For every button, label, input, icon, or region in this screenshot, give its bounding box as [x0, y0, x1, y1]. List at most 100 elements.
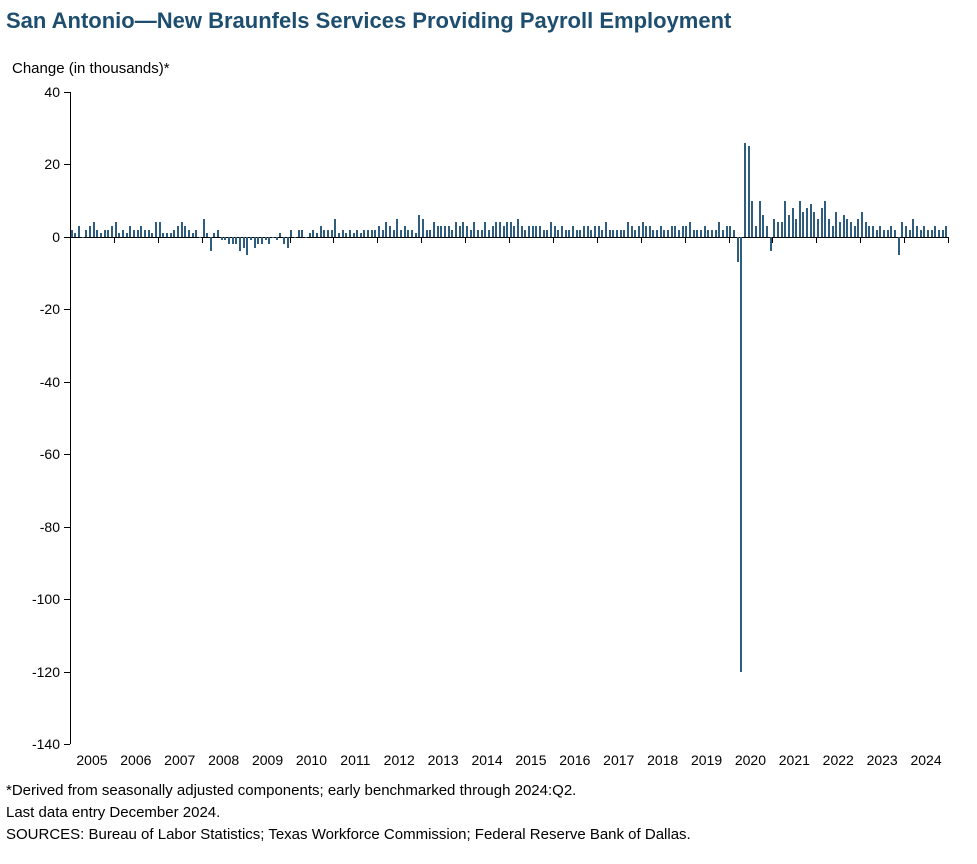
bar [396, 219, 398, 237]
bar [579, 230, 581, 237]
x-tick-label: 2024 [904, 752, 948, 768]
x-tick [377, 237, 378, 243]
bar [660, 226, 662, 237]
bar [810, 204, 812, 237]
bar [594, 226, 596, 237]
bar [422, 219, 424, 237]
bar [473, 222, 475, 236]
bar [484, 222, 486, 236]
bar [488, 230, 490, 237]
bar [535, 226, 537, 237]
footnote-1: *Derived from seasonally adjusted compon… [6, 780, 576, 802]
bar [294, 237, 296, 238]
x-tick-label: 2013 [421, 752, 465, 768]
bar [909, 230, 911, 237]
bar [426, 230, 428, 237]
bar [517, 219, 519, 237]
y-tick-label: -120 [10, 664, 60, 680]
x-tick-label: 2007 [158, 752, 202, 768]
bar [711, 230, 713, 237]
bar [832, 226, 834, 237]
bar [455, 222, 457, 236]
bar [298, 230, 300, 237]
bar [784, 201, 786, 237]
bar [82, 237, 84, 238]
bar [206, 233, 208, 237]
bar [415, 233, 417, 237]
bar [462, 222, 464, 236]
bar [707, 230, 709, 237]
x-tick [729, 237, 730, 243]
bar [188, 230, 190, 237]
bar [583, 226, 585, 237]
bar [166, 233, 168, 237]
bar [122, 230, 124, 237]
bar [367, 230, 369, 237]
bar [89, 226, 91, 237]
bar [349, 230, 351, 237]
bar [887, 230, 889, 237]
bar [338, 233, 340, 237]
bar [144, 230, 146, 237]
bar [107, 230, 109, 237]
x-tick-label: 2008 [202, 752, 246, 768]
x-tick [202, 237, 203, 243]
x-tick-label: 2018 [641, 752, 685, 768]
bar [78, 226, 80, 237]
bar [565, 230, 567, 237]
bar [312, 230, 314, 237]
bar [232, 237, 234, 244]
x-tick [641, 237, 642, 243]
bar [470, 230, 472, 237]
x-tick-label: 2015 [509, 752, 553, 768]
bar [184, 226, 186, 237]
bar [726, 226, 728, 237]
bar [846, 219, 848, 237]
x-tick-label: 2016 [553, 752, 597, 768]
y-tick-label: -20 [10, 301, 60, 317]
chart-title: San Antonio—New Braunfels Services Provi… [6, 8, 731, 34]
bar [781, 222, 783, 236]
x-tick-label: 2019 [685, 752, 729, 768]
bar [356, 230, 358, 237]
bar [912, 219, 914, 237]
x-tick [685, 237, 686, 243]
bar [140, 226, 142, 237]
bar [100, 233, 102, 237]
x-tick [70, 237, 71, 243]
footnote-2: Last data entry December 2024. [6, 802, 220, 824]
bar [524, 230, 526, 237]
footnote-3: SOURCES: Bureau of Labor Statistics; Tex… [6, 824, 691, 846]
bar [795, 219, 797, 237]
bar [572, 226, 574, 237]
bar [722, 230, 724, 237]
x-tick [290, 237, 291, 243]
y-axis-title: Change (in thousands)* [12, 60, 170, 77]
x-tick [509, 237, 510, 243]
bar [492, 226, 494, 237]
bar [177, 226, 179, 237]
bar [821, 208, 823, 237]
bar [923, 226, 925, 237]
bar [663, 230, 665, 237]
bar [129, 226, 131, 237]
bar [115, 222, 117, 236]
bar [459, 226, 461, 237]
bar [85, 230, 87, 237]
bar [931, 230, 933, 237]
bar [612, 230, 614, 237]
y-tick [64, 599, 70, 600]
bar [393, 230, 395, 237]
bar [418, 215, 420, 237]
bar [656, 230, 658, 237]
y-axis-line [70, 92, 71, 744]
bar [898, 237, 900, 255]
bar [835, 212, 837, 237]
y-tick-label: 0 [10, 229, 60, 245]
bar [667, 230, 669, 237]
y-tick [64, 527, 70, 528]
bar [499, 222, 501, 236]
bar [678, 230, 680, 237]
bar [700, 230, 702, 237]
bar [872, 226, 874, 237]
